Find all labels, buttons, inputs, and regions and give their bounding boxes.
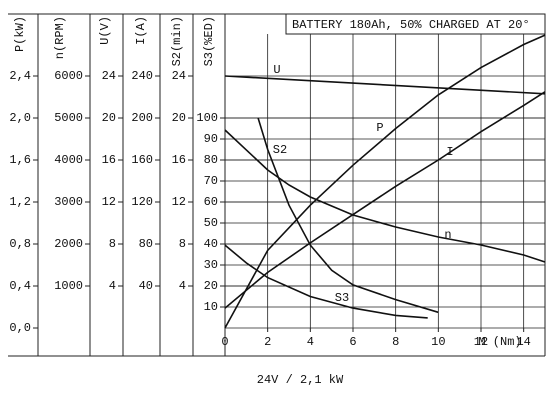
curve — [224, 244, 428, 319]
y-tick-label: 24 — [172, 69, 186, 83]
y-tick-label: 4000 — [54, 153, 83, 167]
y-tick-label: 20 — [172, 111, 186, 125]
x-tick-label: 12 — [474, 335, 488, 349]
y-tick-label: 10 — [204, 300, 218, 314]
axis-label: S2(min) — [170, 16, 184, 66]
y-tick-label: 4 — [179, 279, 186, 293]
curve — [224, 91, 546, 309]
axis-label: n(RPM) — [53, 16, 67, 59]
x-tick-label: 8 — [392, 335, 399, 349]
y-tick-label: 8 — [179, 237, 186, 251]
axis-label: U(V) — [98, 16, 112, 45]
y-tick-label: 1,6 — [9, 153, 31, 167]
y-tick-label: 6000 — [54, 69, 83, 83]
x-tick-label: 6 — [349, 335, 356, 349]
y-tick-label: 8 — [109, 237, 116, 251]
axis-label: I(A) — [134, 16, 148, 45]
y-tick-label: 0,8 — [9, 237, 31, 251]
curve-label: S2 — [273, 143, 287, 157]
y-tick-label: 16 — [102, 153, 116, 167]
title-box — [285, 13, 546, 35]
y-tick-label: 20 — [102, 111, 116, 125]
y-tick-label: 4 — [109, 279, 116, 293]
y-tick-label: 160 — [131, 153, 153, 167]
y-tick-label: 0,0 — [9, 321, 31, 335]
chart-title: BATTERY 180Ah, 50% CHARGED AT 20° — [292, 18, 530, 32]
y-tick-label: 60 — [204, 195, 218, 209]
y-tick-label: 12 — [102, 195, 116, 209]
y-tick-label: 1,2 — [9, 195, 31, 209]
x-tick-label: 0 — [221, 335, 228, 349]
y-tick-label: 90 — [204, 132, 218, 146]
y-tick-label: 50 — [204, 216, 218, 230]
y-tick-label: 30 — [204, 258, 218, 272]
y-tick-label: 5000 — [54, 111, 83, 125]
x-tick-label: 4 — [307, 335, 314, 349]
x-axis-label: M (Nm) — [478, 335, 521, 349]
curve — [224, 34, 546, 329]
curve-label: I — [446, 145, 453, 159]
y-tick-label: 240 — [131, 69, 153, 83]
y-tick-label: 2,4 — [9, 69, 31, 83]
y-tick-label: 12 — [172, 195, 186, 209]
subtitle: 24V / 2,1 kW — [257, 373, 344, 387]
y-tick-label: 40 — [204, 237, 218, 251]
y-tick-label: 2,0 — [9, 111, 31, 125]
curve — [257, 117, 439, 314]
y-tick-label: 16 — [172, 153, 186, 167]
y-tick-label: 0,4 — [9, 279, 31, 293]
x-tick-label: 14 — [516, 335, 530, 349]
y-tick-label: 70 — [204, 174, 218, 188]
axis-label: P(kW) — [13, 16, 27, 52]
y-tick-label: 100 — [196, 111, 218, 125]
curve-label: U — [273, 63, 280, 77]
x-tick-label: 10 — [431, 335, 445, 349]
curve-label: P — [376, 121, 383, 135]
axis-label: S3(%ED) — [202, 16, 216, 66]
curve-label: n — [444, 228, 451, 242]
x-tick-label: 2 — [264, 335, 271, 349]
curve — [224, 75, 546, 95]
y-tick-label: 3000 — [54, 195, 83, 209]
y-tick-label: 24 — [102, 69, 116, 83]
y-tick-label: 80 — [204, 153, 218, 167]
curve-label: S3 — [335, 291, 349, 305]
y-tick-label: 2000 — [54, 237, 83, 251]
y-tick-label: 200 — [131, 111, 153, 125]
y-tick-label: 1000 — [54, 279, 83, 293]
y-tick-label: 20 — [204, 279, 218, 293]
y-tick-label: 120 — [131, 195, 153, 209]
y-tick-label: 80 — [139, 237, 153, 251]
y-tick-label: 40 — [139, 279, 153, 293]
